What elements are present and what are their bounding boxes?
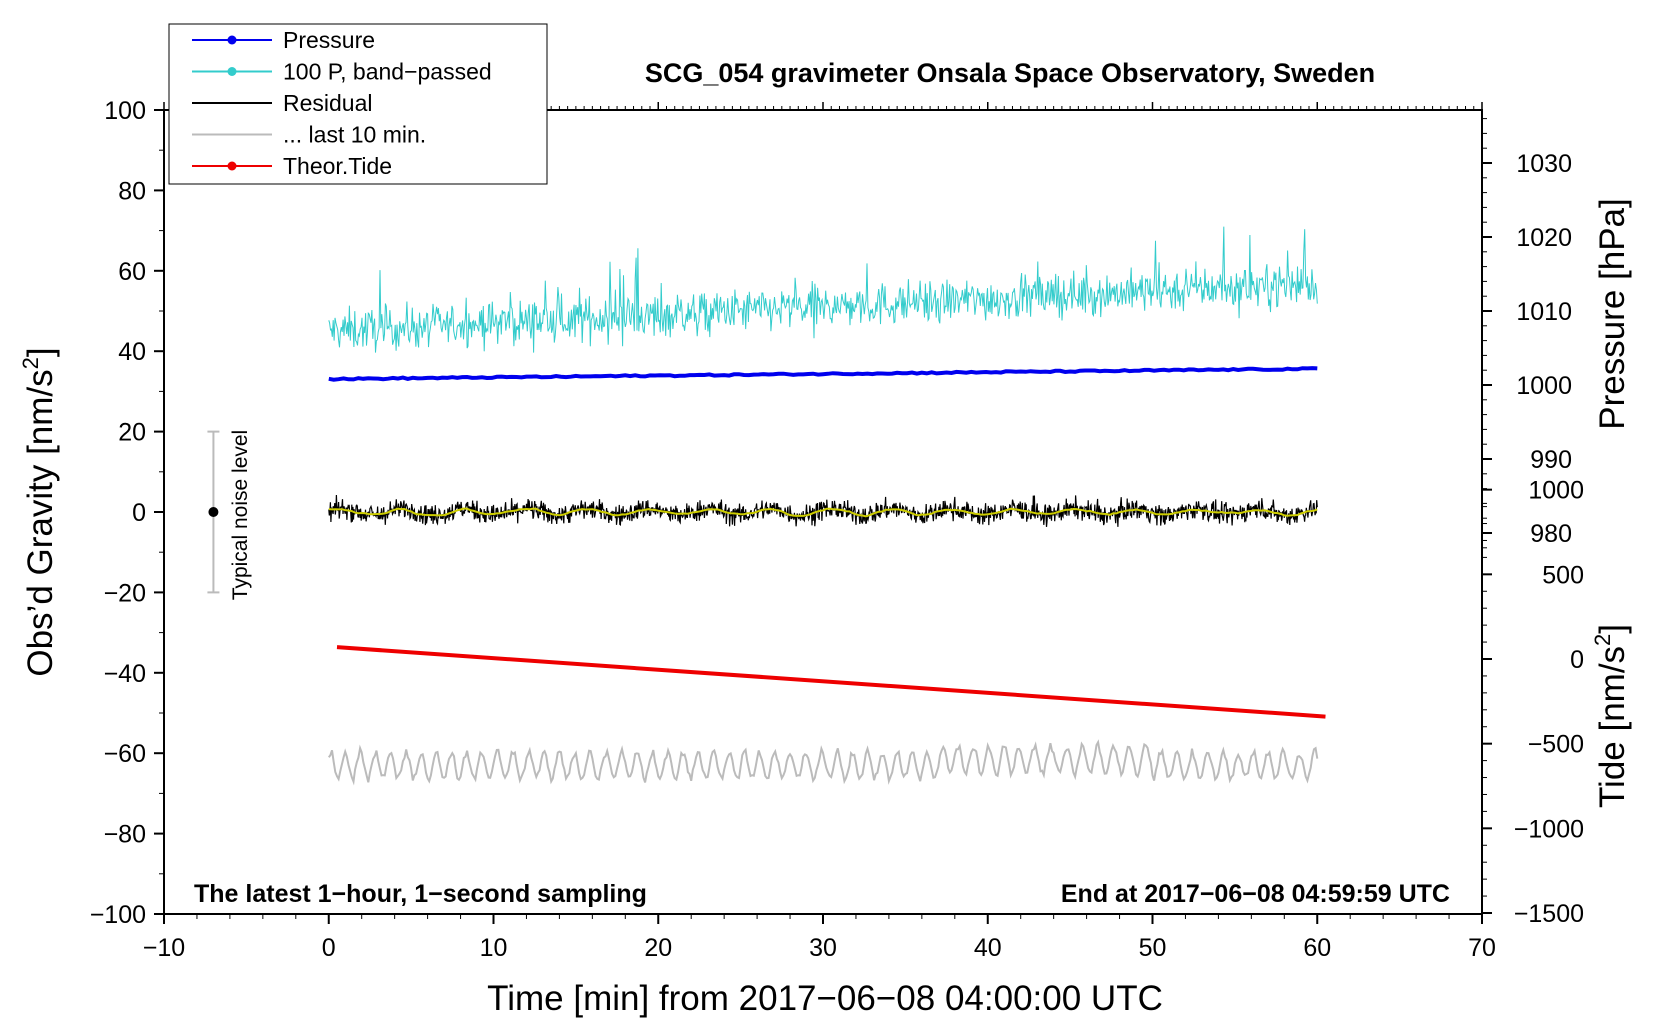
y-tick-label: 60 [118, 258, 146, 286]
x-tick-label: 0 [322, 934, 336, 962]
axis-ticks: −10 0 10 20 30 40 50 60 70100806040200−20−40−60−… [90, 97, 1584, 962]
chart-title: SCG_054 gravimeter Onsala Space Observat… [645, 58, 1375, 88]
series-residual-line [328, 494, 1318, 527]
x-tick-label: 30 [809, 934, 837, 962]
series-layer [207, 226, 1326, 786]
x-tick-label: 50 [1139, 934, 1167, 962]
pressure-tick-label: 1030 [1516, 150, 1572, 178]
y-tick-label: −100 [90, 901, 146, 929]
y-tick-label: −20 [104, 579, 146, 607]
pressure-tick-label: 990 [1530, 446, 1572, 474]
y-axis-label-pressure: Pressure [hPa] [1593, 198, 1632, 430]
legend-swatch-marker [227, 35, 237, 45]
noise-bar-label: Typical noise level [229, 430, 252, 600]
x-tick-label: 70 [1468, 934, 1496, 962]
tide-tick-label: −500 [1528, 731, 1584, 759]
y-tick-label: −60 [104, 740, 146, 768]
y-tick-label: 20 [118, 419, 146, 447]
noise-bar-dot [208, 507, 219, 517]
series-last10-line [327, 739, 1319, 786]
y-axis-label-gravity: Obs’d Gravity [nm/s2] [18, 347, 60, 676]
tide-tick-label: −1000 [1514, 815, 1584, 843]
y-tick-label: 100 [104, 97, 146, 125]
legend-swatch-marker [227, 67, 237, 76]
series-residual-smoothed-line [328, 507, 1318, 518]
y-axis-label-tide: Tide [nm/s2] [1590, 624, 1632, 808]
y-tick-label: 80 [118, 177, 146, 205]
legend: Pressure 100 P, band−passed Residual ... la… [168, 23, 548, 185]
x-tick-label: 40 [974, 934, 1002, 962]
legend-label: Theor.Tide [283, 153, 392, 179]
y-tick-label: −80 [104, 821, 146, 849]
legend-label: Pressure [283, 27, 375, 53]
x-axis-label: Time [min] from 2017−06−08 04:00:00 UTC [487, 979, 1163, 1018]
pressure-tick-label: 1010 [1516, 298, 1572, 326]
y-tick-label: 40 [118, 338, 146, 366]
tide-tick-label: 0 [1570, 646, 1584, 674]
pressure-tick-label: 1020 [1516, 224, 1572, 252]
x-tick-label: 20 [644, 934, 672, 962]
pressure-tick-label: 1000 [1516, 372, 1572, 400]
legend-swatch-marker [227, 161, 237, 171]
tide-tick-label: 1000 [1528, 477, 1584, 505]
annotation-end-time: End at 2017−06−08 04:59:59 UTC [1061, 880, 1450, 908]
y-tick-label: −40 [104, 660, 146, 688]
x-tick-label: 10 [480, 934, 508, 962]
series-tide-line [336, 645, 1326, 719]
tide-tick-label: −1500 [1514, 900, 1584, 928]
legend-label: ... last 10 min. [283, 122, 426, 148]
pressure-tick-label: 980 [1530, 520, 1572, 548]
annotation-sampling: The latest 1−hour, 1−second sampling [194, 880, 647, 908]
legend-label: 100 P, band−passed [283, 59, 492, 85]
y-tick-label: 0 [132, 499, 146, 527]
x-tick-label: 60 [1303, 934, 1331, 962]
x-tick-label: −10 [143, 934, 185, 962]
series-pressure-line [328, 366, 1318, 382]
legend-label: Residual [283, 90, 373, 116]
series-bandpassed-line [328, 226, 1318, 353]
tide-tick-label: 500 [1542, 561, 1584, 589]
